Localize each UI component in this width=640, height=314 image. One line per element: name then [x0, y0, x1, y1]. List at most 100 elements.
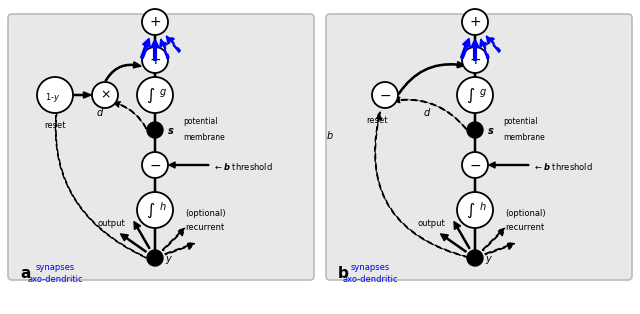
FancyArrowPatch shape	[472, 40, 479, 60]
FancyArrowPatch shape	[375, 112, 470, 258]
FancyArrowPatch shape	[399, 62, 465, 94]
Circle shape	[372, 82, 398, 108]
Text: $d$: $d$	[96, 106, 104, 118]
FancyArrowPatch shape	[170, 162, 209, 168]
Circle shape	[92, 82, 118, 108]
Circle shape	[137, 77, 173, 113]
Text: reset: reset	[44, 121, 66, 130]
Text: $\leftarrow \boldsymbol{b}$ threshold: $\leftarrow \boldsymbol{b}$ threshold	[213, 160, 273, 171]
FancyArrowPatch shape	[56, 90, 146, 258]
Text: $\int$: $\int$	[147, 202, 156, 220]
FancyArrowPatch shape	[106, 62, 141, 81]
FancyArrowPatch shape	[152, 123, 158, 176]
Text: $\int$: $\int$	[147, 87, 156, 105]
Text: (optional): (optional)	[185, 209, 226, 219]
Circle shape	[457, 77, 493, 113]
Circle shape	[37, 77, 73, 113]
Text: $b$: $b$	[326, 129, 334, 141]
Circle shape	[137, 192, 173, 228]
Text: reset: reset	[366, 116, 388, 125]
Text: $y$: $y$	[165, 254, 173, 266]
Text: synapses: synapses	[350, 263, 390, 273]
Text: membrane: membrane	[503, 133, 545, 143]
FancyArrowPatch shape	[152, 153, 158, 227]
Circle shape	[467, 250, 483, 266]
FancyArrowPatch shape	[152, 193, 158, 265]
Text: recurrent: recurrent	[185, 224, 224, 232]
FancyArrowPatch shape	[485, 243, 515, 255]
Circle shape	[147, 122, 163, 138]
FancyArrowPatch shape	[165, 243, 195, 255]
Circle shape	[457, 192, 493, 228]
FancyArrowPatch shape	[472, 153, 478, 227]
FancyArrowPatch shape	[461, 39, 470, 58]
FancyArrowPatch shape	[163, 228, 185, 251]
Circle shape	[467, 122, 483, 138]
FancyArrowPatch shape	[454, 222, 470, 249]
Text: $d$: $d$	[423, 106, 431, 118]
Text: (optional): (optional)	[505, 209, 546, 219]
FancyArrowPatch shape	[472, 48, 478, 111]
FancyArrowPatch shape	[472, 78, 478, 137]
Circle shape	[142, 47, 168, 73]
Text: $\int$: $\int$	[467, 202, 476, 220]
FancyArrowPatch shape	[472, 123, 478, 176]
Circle shape	[462, 47, 488, 73]
Text: $\boldsymbol{s}$: $\boldsymbol{s}$	[487, 126, 495, 136]
Text: h: h	[480, 202, 486, 212]
FancyArrowPatch shape	[120, 234, 146, 252]
Text: a: a	[20, 266, 30, 281]
Text: $\times$: $\times$	[100, 89, 110, 101]
Text: axo-dendritic: axo-dendritic	[342, 275, 398, 284]
Text: $+$: $+$	[469, 15, 481, 29]
FancyArrowPatch shape	[486, 36, 500, 51]
Circle shape	[142, 9, 168, 35]
Text: g: g	[160, 87, 166, 97]
FancyArrowPatch shape	[74, 92, 91, 98]
FancyArrowPatch shape	[113, 102, 147, 129]
FancyArrowPatch shape	[152, 78, 158, 137]
FancyArrowPatch shape	[480, 39, 489, 58]
FancyBboxPatch shape	[326, 14, 632, 280]
Text: $\int$: $\int$	[467, 87, 476, 105]
FancyArrowPatch shape	[152, 10, 158, 72]
Text: potential: potential	[503, 117, 538, 127]
Text: b: b	[338, 266, 349, 281]
Text: $+$: $+$	[469, 53, 481, 67]
Text: recurrent: recurrent	[505, 224, 544, 232]
Circle shape	[147, 250, 163, 266]
Text: output: output	[97, 219, 125, 228]
Text: potential: potential	[183, 117, 218, 127]
FancyArrowPatch shape	[166, 36, 180, 51]
Text: $1$-$y$: $1$-$y$	[45, 90, 61, 104]
Text: $\boldsymbol{s}$: $\boldsymbol{s}$	[167, 126, 175, 136]
FancyArrowPatch shape	[134, 222, 150, 249]
Circle shape	[142, 152, 168, 178]
Text: synapses: synapses	[35, 263, 75, 273]
FancyArrowPatch shape	[152, 48, 158, 111]
Text: $+$: $+$	[149, 53, 161, 67]
FancyArrowPatch shape	[160, 39, 169, 58]
FancyArrowPatch shape	[472, 10, 478, 72]
Text: $+$: $+$	[149, 15, 161, 29]
FancyArrowPatch shape	[141, 39, 150, 58]
Text: $-$: $-$	[469, 158, 481, 172]
FancyArrowPatch shape	[490, 162, 529, 168]
FancyArrowPatch shape	[393, 97, 467, 129]
FancyArrowPatch shape	[152, 40, 159, 60]
Circle shape	[462, 9, 488, 35]
Text: $y$: $y$	[485, 254, 493, 266]
Text: g: g	[480, 87, 486, 97]
Text: h: h	[160, 202, 166, 212]
Text: output: output	[417, 219, 445, 228]
Text: $\leftarrow \boldsymbol{b}$ threshold: $\leftarrow \boldsymbol{b}$ threshold	[533, 160, 593, 171]
Text: membrane: membrane	[183, 133, 225, 143]
FancyArrowPatch shape	[440, 234, 466, 252]
Circle shape	[462, 152, 488, 178]
FancyArrowPatch shape	[472, 193, 478, 265]
Text: $-$: $-$	[149, 158, 161, 172]
FancyArrowPatch shape	[483, 228, 505, 251]
Text: $-$: $-$	[379, 88, 391, 102]
FancyBboxPatch shape	[8, 14, 314, 280]
Text: axo-dendritic: axo-dendritic	[27, 275, 83, 284]
